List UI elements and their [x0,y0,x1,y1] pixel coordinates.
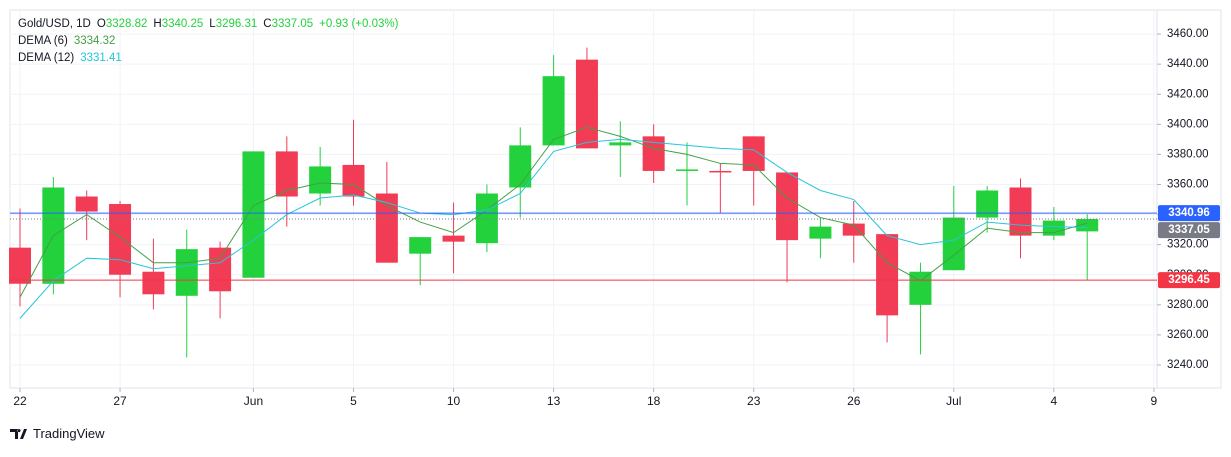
brand-name: TradingView [33,426,105,441]
x-tick-label: 10 [447,394,461,408]
candle-body [275,151,298,197]
ohlc-value: 3337.05 [272,18,314,30]
y-tick-label: 3260.00 [1167,329,1209,341]
x-tick-label: 18 [647,394,661,408]
price-label: 3296.45 [1168,274,1210,286]
x-tick-label: Jul [946,394,961,408]
candle-body [509,145,532,188]
y-tick-label: 3460.00 [1167,28,1209,40]
y-tick-label: 3240.00 [1167,359,1209,371]
candle-body [742,136,765,171]
price-label: 3340.96 [1168,207,1210,219]
candle-body [976,190,999,218]
price-label-box [1158,205,1220,222]
candle-body [309,166,332,194]
symbol-title: Gold/USD, 1D [18,18,91,30]
candle-body [609,142,632,146]
price-label: 3337.05 [1168,224,1210,236]
candle-body [842,223,865,236]
candle-body [475,193,498,244]
candle-body [442,235,465,242]
candle-body [409,237,432,254]
candle-body [109,204,132,275]
brand: TradingView [10,426,105,441]
candle-body [876,234,899,316]
candle-body [542,76,565,146]
price-label-box [1158,222,1220,239]
ohlc-label: O [97,18,106,30]
ohlc-value: 3340.25 [162,18,204,30]
candle-body [575,59,598,149]
y-tick-label: 3320.00 [1167,239,1209,251]
candle-body [942,217,965,271]
candle-body [342,164,365,197]
x-tick-label: 27 [113,394,127,408]
x-tick-label: 9 [1151,394,1158,408]
x-tick-label: 22 [13,394,27,408]
candle-body [1009,187,1032,236]
price-label-box [1158,272,1220,289]
x-tick-label: 23 [747,394,761,408]
candle-body [809,226,832,239]
candle-body [709,170,732,173]
y-tick-label: 3400.00 [1167,118,1209,130]
candle-body [375,193,398,263]
candle-body [1042,220,1065,236]
ohlc-label: H [153,18,161,30]
x-tick-label: 4 [1051,394,1058,408]
x-tick-label: 26 [847,394,861,408]
legend-name: DEMA (12) [18,52,74,64]
candle-body [1076,219,1099,232]
dema-line [19,138,1088,319]
candle-body [142,271,165,295]
legend-value: 3334.32 [74,35,116,47]
y-tick-label: 3360.00 [1167,179,1209,191]
frame [9,9,1222,389]
ohlc-label: C [263,18,271,30]
legend-name: DEMA (6) [18,35,68,47]
legend-value: 3331.41 [80,52,122,64]
candle-body [209,247,232,292]
ohlc-value: 3296.31 [216,18,258,30]
axes: 3240.003260.003280.003300.003320.003340.… [13,28,1220,408]
y-tick-label: 3380.00 [1167,148,1209,160]
y-tick-label: 3440.00 [1167,58,1209,70]
change: +0.93 (+0.03%) [319,18,398,30]
y-tick-label: 3280.00 [1167,299,1209,311]
dema-line [19,126,1088,298]
ohlc-value: 3328.82 [106,18,148,30]
candle-body [175,249,198,296]
x-tick-label: 13 [547,394,561,408]
brand-logo [10,429,27,439]
y-tick-label: 3420.00 [1167,88,1209,100]
legend: Gold/USD, 1D O 3328.82 H 3340.25 L 3296.31 C 333… [18,18,399,64]
ohlc-label: L [209,18,216,30]
candle-body [9,247,31,284]
candle-body [242,151,265,278]
x-tick-label: 5 [350,394,357,408]
candle-body [75,196,98,212]
candle-body [776,172,799,241]
candle-body [676,169,698,171]
candle-body [642,136,665,171]
plot [9,47,1157,358]
x-tick-label: Jun [244,394,263,408]
